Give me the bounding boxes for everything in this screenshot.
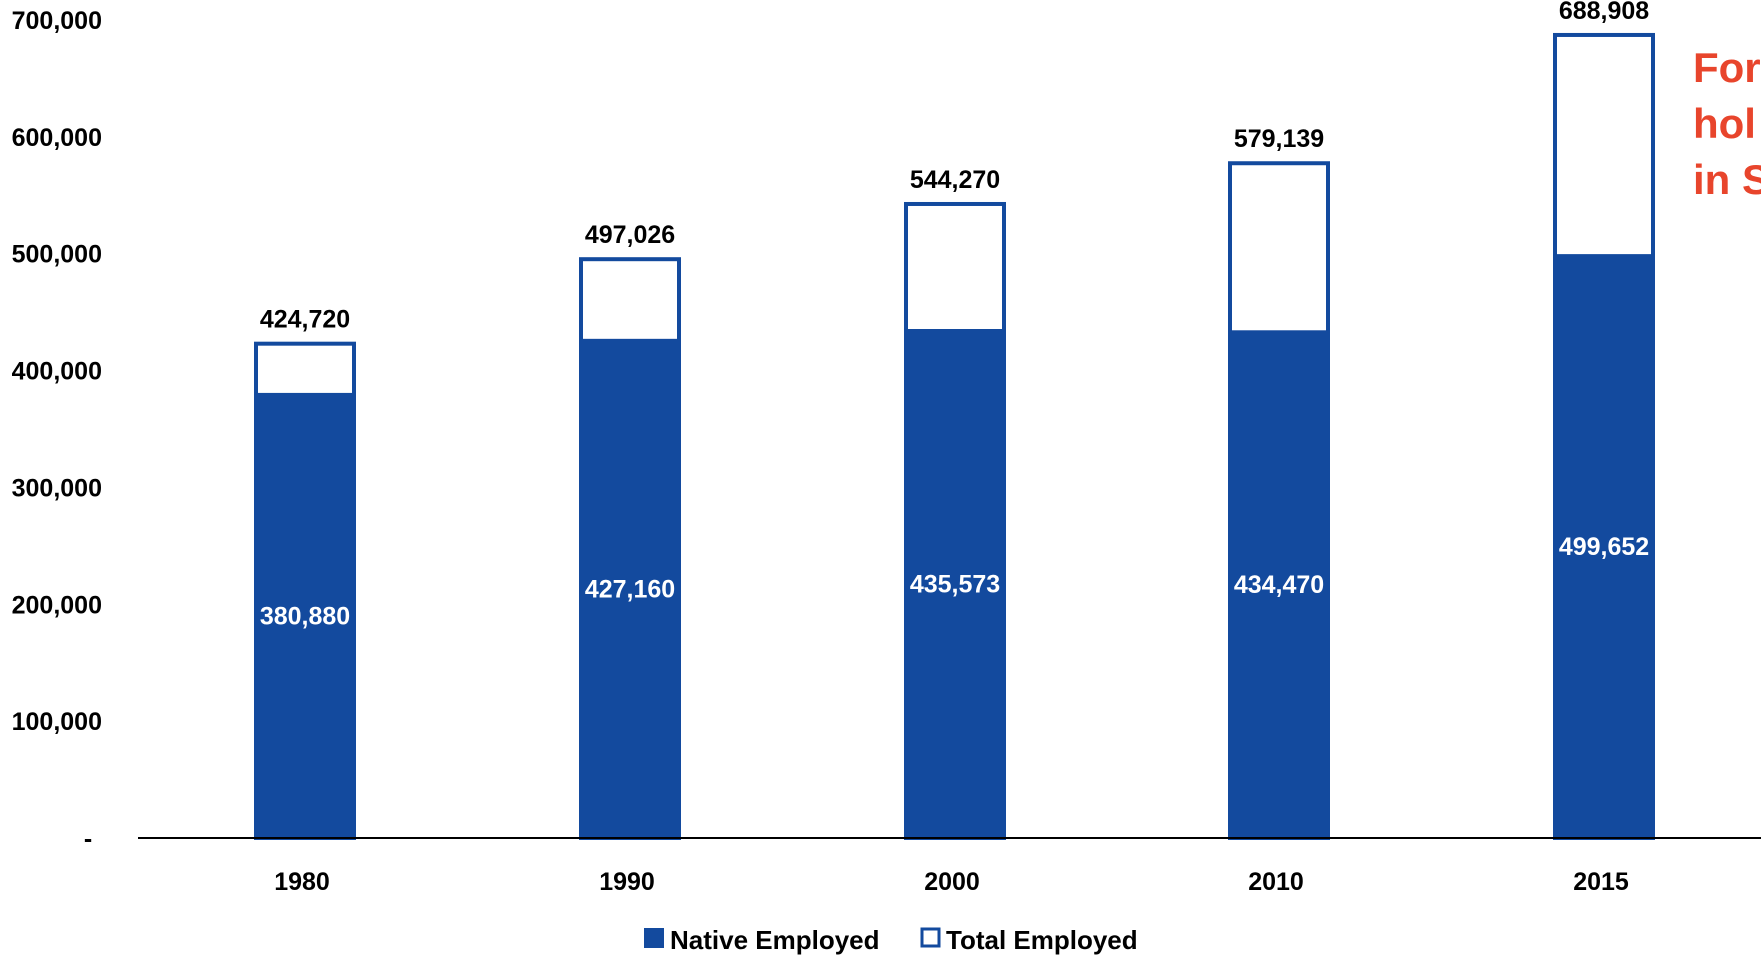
y-tick-label: 400,000: [12, 358, 102, 386]
data-label-native-2015: 499,652: [1559, 533, 1649, 561]
legend-swatch-native: [644, 928, 664, 948]
data-label-total-2010: 579,139: [1234, 125, 1324, 153]
data-label-total-2015: 688,908: [1559, 0, 1649, 25]
y-tick-label: 100,000: [12, 708, 102, 736]
bar-native-1990: [579, 338, 681, 838]
data-label-native-1980: 380,880: [260, 602, 350, 630]
legend: Native Employed Total Employed: [644, 925, 1138, 955]
legend-swatch-total: [920, 927, 941, 948]
x-axis: 1980 1990 2000 2010 2015: [274, 868, 1629, 896]
annotation-line: For: [1693, 44, 1761, 91]
data-label-total-1990: 497,026: [585, 221, 675, 249]
bar-native-1980: [254, 392, 356, 838]
data-label-native-2000: 435,573: [910, 571, 1000, 599]
y-tick-label: -: [84, 825, 92, 853]
x-tick-label-1980: 1980: [274, 868, 330, 896]
data-label-native-1990: 427,160: [585, 575, 675, 603]
y-tick-label: 200,000: [12, 591, 102, 619]
legend-label-total: Total Employed: [946, 925, 1138, 955]
y-tick-label: 600,000: [12, 124, 102, 152]
data-labels: 424,720 380,880 497,026 427,160 544,270 435,5…: [260, 0, 1649, 630]
x-tick-label-2000: 2000: [924, 868, 980, 896]
legend-label-native: Native Employed: [670, 925, 880, 955]
x-tick-label-2015: 2015: [1573, 868, 1629, 896]
annotation-line: hol: [1693, 100, 1756, 147]
annotation-text: For hol in S: [1693, 40, 1761, 208]
y-tick-label: 300,000: [12, 474, 102, 502]
bar-native-2000: [904, 329, 1006, 838]
annotation-line: in S: [1693, 156, 1761, 203]
data-label-native-2010: 434,470: [1234, 571, 1324, 599]
data-label-total-2000: 544,270: [910, 166, 1000, 194]
y-tick-label: 700,000: [12, 7, 102, 35]
x-tick-label-1990: 1990: [599, 868, 655, 896]
y-axis: - 100,000 200,000 300,000 400,000 500,000 600,…: [12, 7, 102, 853]
bar-native-2015: [1553, 254, 1655, 838]
y-tick-label: 500,000: [12, 241, 102, 269]
bars: [254, 32, 1655, 841]
x-tick-label-2010: 2010: [1248, 868, 1304, 896]
bar-native-2010: [1228, 330, 1330, 838]
data-label-total-1980: 424,720: [260, 306, 350, 334]
